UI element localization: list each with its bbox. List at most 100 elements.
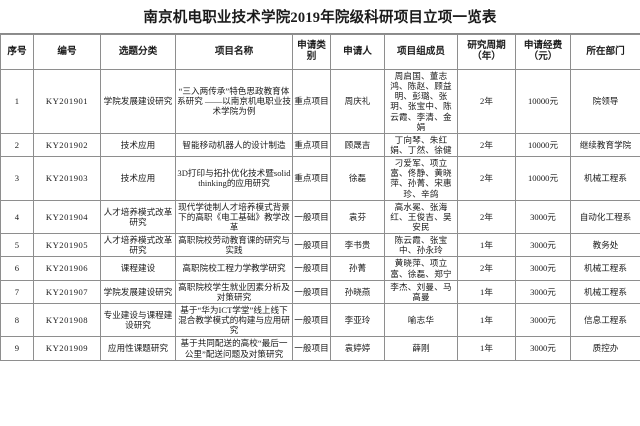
cell-cat: 课程建设 [100, 256, 176, 281]
column-header-period: 研究周期（年） [457, 34, 516, 70]
table-header-row: 序号 编号 选题分类 项目名称 申请类别 申请人 项目组成员 研究周期（年） 申… [0, 34, 640, 70]
cell-type: 一般项目 [292, 336, 331, 361]
cell-dept: 继续教育学院 [570, 132, 640, 158]
table-row: 7 KY201907 学院发展建设研究 高职院校学生就业因素分析及对策研究 一般项目 孙晓… [0, 279, 640, 304]
cell-seq: 7 [0, 279, 34, 304]
cell-seq: 5 [0, 233, 34, 258]
cell-type: 重点项目 [292, 156, 331, 201]
cell-name: 基于“华为ICT学堂”线上线下混合教学模式的构建与应用研究 [175, 302, 293, 338]
cell-members: 李杰、刘曼、马高曼 [384, 279, 458, 304]
cell-code: KY201902 [33, 132, 101, 158]
table-row: 9 KY201909 应用性课题研究 基于共同配送的高校“最后一公里”配送问题及对策研… [0, 336, 640, 361]
cell-cat: 人才培养模式改革研究 [100, 199, 176, 235]
cell-seq: 9 [0, 336, 34, 361]
column-header-dept: 所在部门 [570, 34, 640, 70]
document-title-bar: 南京机电职业技术学院2019年院级科研项目立项一览表 [0, 0, 640, 34]
cell-code: KY201904 [33, 199, 101, 235]
cell-fund: 3000元 [515, 279, 571, 304]
cell-members: 喻志华 [384, 302, 458, 338]
cell-dept: 机械工程系 [570, 156, 640, 201]
cell-name: 现代学徒制人才培养模式背景下的高职《电工基础》教学改革 [175, 199, 293, 235]
cell-seq: 6 [0, 256, 34, 281]
cell-fund: 3000元 [515, 336, 571, 361]
cell-name: 3D打印与拓扑优化技术暨solidthinking的应用研究 [175, 156, 293, 201]
projects-table: 序号 编号 选题分类 项目名称 申请类别 申请人 项目组成员 研究周期（年） 申… [0, 34, 640, 361]
cell-seq: 2 [0, 132, 34, 158]
cell-members: 周启国、董志鸿、陈赵、顾益明、彭璐、张玥、张宝中、陈云霞、李清、金娟 [384, 69, 458, 134]
column-header-name: 项目名称 [175, 34, 293, 70]
cell-appl: 徐磊 [330, 156, 385, 201]
cell-appl: 李亚玲 [330, 302, 385, 338]
cell-appl: 袁芬 [330, 199, 385, 235]
column-header-members: 项目组成员 [384, 34, 458, 70]
cell-dept: 机械工程系 [570, 256, 640, 281]
cell-period: 2年 [457, 69, 516, 134]
column-header-code: 编号 [33, 34, 101, 70]
cell-seq: 4 [0, 199, 34, 235]
cell-code: KY201907 [33, 279, 101, 304]
cell-period: 2年 [457, 199, 516, 235]
cell-period: 2年 [457, 256, 516, 281]
cell-dept: 院领导 [570, 69, 640, 134]
cell-period: 2年 [457, 156, 516, 201]
cell-code: KY201905 [33, 233, 101, 258]
cell-members: 黄晓萍、项立富、徐磊、郑宁 [384, 256, 458, 281]
column-header-type: 申请类别 [292, 34, 331, 70]
cell-fund: 3000元 [515, 302, 571, 338]
cell-name: 高职院校学生就业因素分析及对策研究 [175, 279, 293, 304]
cell-dept: 信息工程系 [570, 302, 640, 338]
cell-code: KY201903 [33, 156, 101, 201]
cell-appl: 周庆礼 [330, 69, 385, 134]
cell-type: 重点项目 [292, 132, 331, 158]
cell-name: 高职院校工程力学教学研究 [175, 256, 293, 281]
cell-appl: 袁婷婷 [330, 336, 385, 361]
table-body: 1 KY201901 学院发展建设研究 “三入两传承”特色思政教育体系研究 ——以南京… [0, 69, 640, 361]
cell-type: 一般项目 [292, 199, 331, 235]
column-header-appl: 申请人 [330, 34, 385, 70]
cell-seq: 3 [0, 156, 34, 201]
cell-cat: 技术应用 [100, 156, 176, 201]
cell-name: “三入两传承”特色思政教育体系研究 ——以南京机电职业技术学院为例 [175, 69, 293, 134]
cell-dept: 自动化工程系 [570, 199, 640, 235]
table-row: 2 KY201902 技术应用 智能移动机器人的设计制造 重点项目 顾晟吉 丁向琴、朱红娟、… [0, 132, 640, 158]
cell-seq: 8 [0, 302, 34, 338]
cell-cat: 学院发展建设研究 [100, 69, 176, 134]
cell-code: KY201908 [33, 302, 101, 338]
table-row: 8 KY201908 专业建设与课程建设研究 基于“华为ICT学堂”线上线下混合教学模… [0, 302, 640, 338]
cell-cat: 学院发展建设研究 [100, 279, 176, 304]
table-row: 5 KY201905 人才培养模式改革研究 高职院校劳动教育课的研究与实践 一般项目 李书… [0, 233, 640, 258]
cell-period: 1年 [457, 279, 516, 304]
cell-fund: 3000元 [515, 199, 571, 235]
cell-members: 刁爱军、项立富、佟静、黄晓萍、孙菁、宋惠珍、辛鸽 [384, 156, 458, 201]
cell-fund: 10000元 [515, 69, 571, 134]
cell-code: KY201906 [33, 256, 101, 281]
cell-fund: 3000元 [515, 256, 571, 281]
cell-members: 薛刚 [384, 336, 458, 361]
cell-members: 高水冕、张海红、王俊吉、吴安民 [384, 199, 458, 235]
cell-appl: 孙晓燕 [330, 279, 385, 304]
cell-seq: 1 [0, 69, 34, 134]
column-header-cat: 选题分类 [100, 34, 176, 70]
cell-name: 基于共同配送的高校“最后一公里”配送问题及对策研究 [175, 336, 293, 361]
table-row: 3 KY201903 技术应用 3D打印与拓扑优化技术暨solidthinking的应… [0, 156, 640, 201]
column-header-seq: 序号 [0, 34, 34, 70]
cell-appl: 孙菁 [330, 256, 385, 281]
cell-appl: 李书贵 [330, 233, 385, 258]
cell-period: 1年 [457, 336, 516, 361]
cell-dept: 机械工程系 [570, 279, 640, 304]
cell-cat: 专业建设与课程建设研究 [100, 302, 176, 338]
cell-dept: 教务处 [570, 233, 640, 258]
cell-cat: 人才培养模式改革研究 [100, 233, 176, 258]
cell-code: KY201901 [33, 69, 101, 134]
cell-type: 一般项目 [292, 233, 331, 258]
cell-period: 1年 [457, 302, 516, 338]
table-row: 1 KY201901 学院发展建设研究 “三入两传承”特色思政教育体系研究 ——以南京… [0, 69, 640, 134]
cell-members: 陈云霞、张宝中、孙永玲 [384, 233, 458, 258]
cell-cat: 应用性课题研究 [100, 336, 176, 361]
cell-type: 重点项目 [292, 69, 331, 134]
cell-period: 1年 [457, 233, 516, 258]
cell-period: 2年 [457, 132, 516, 158]
cell-cat: 技术应用 [100, 132, 176, 158]
cell-fund: 3000元 [515, 233, 571, 258]
